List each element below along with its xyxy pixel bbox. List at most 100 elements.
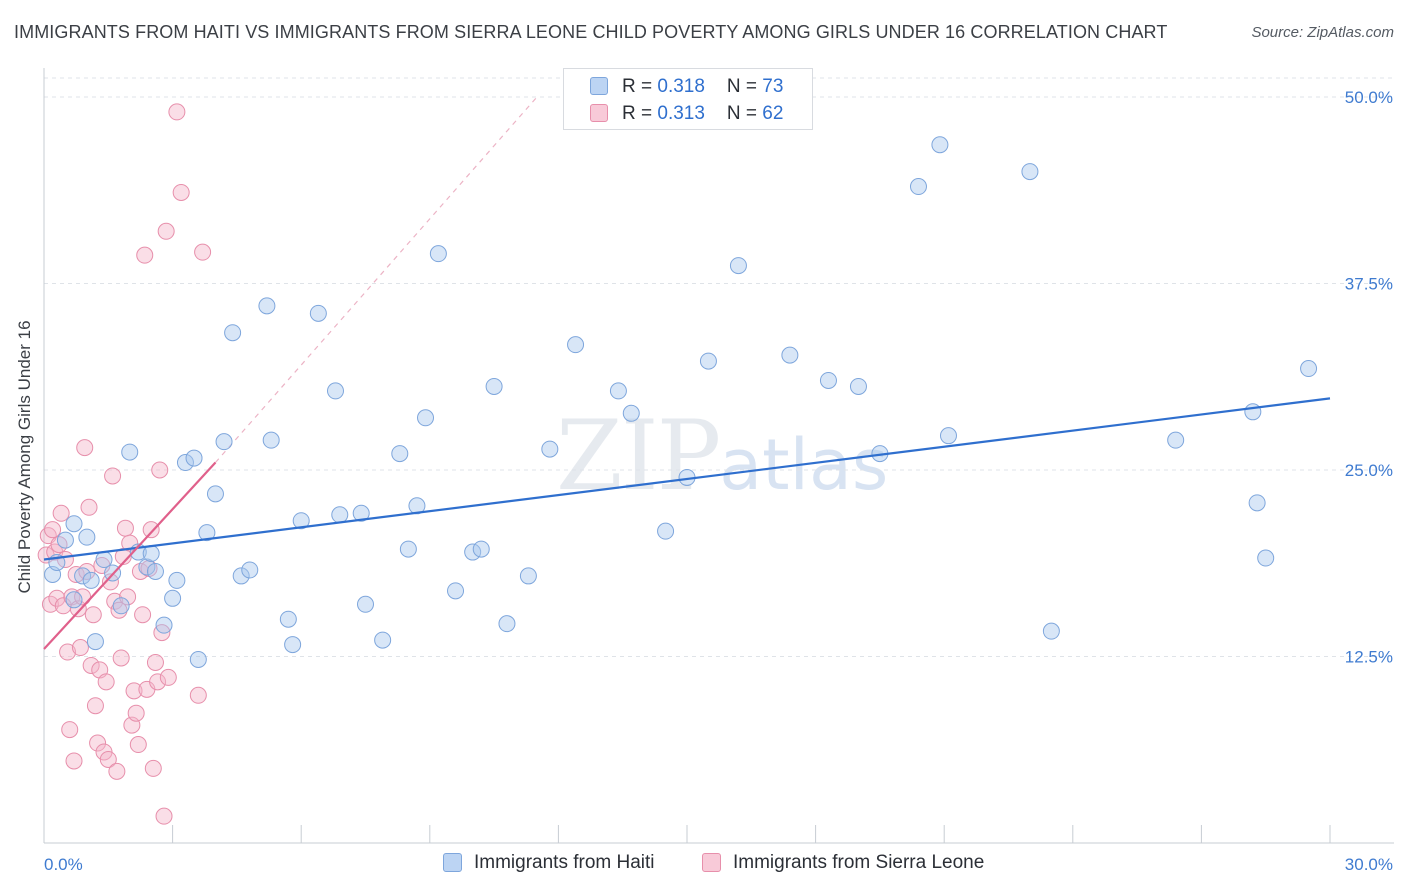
haiti-point: [241, 561, 259, 579]
haiti-point: [189, 650, 207, 668]
haiti-point: [909, 178, 927, 196]
haiti-point: [374, 631, 392, 649]
haiti-point: [472, 540, 490, 558]
sierra-leone-point: [108, 762, 126, 780]
haiti-point: [82, 571, 100, 589]
haiti-point: [142, 545, 160, 563]
haiti-point: [699, 352, 717, 370]
sierra-leone-point: [84, 606, 102, 624]
legend-r-label-haiti: R =: [622, 76, 658, 97]
haiti-point: [657, 522, 675, 540]
sierra-leone-point: [61, 721, 79, 739]
haiti-point: [567, 336, 585, 354]
haiti-point: [258, 297, 276, 315]
legend-n-label-haiti: N =: [726, 76, 763, 97]
sierra-leone-point: [86, 697, 104, 715]
haiti-point: [417, 409, 435, 427]
sierra-leone-point: [129, 736, 147, 754]
legend-r-value-haiti: 0.318: [657, 76, 705, 97]
haiti-point: [1248, 494, 1266, 512]
sierra-leone-point: [119, 588, 137, 606]
sierra-leone-point: [76, 439, 94, 457]
haiti-point: [485, 377, 503, 395]
sierra-leone-point: [121, 534, 139, 552]
haiti-point: [541, 440, 559, 458]
legend-swatch-sierra: [590, 104, 608, 122]
sierra-leone-point: [116, 519, 134, 537]
haiti-point: [155, 616, 173, 634]
haiti-point: [1300, 360, 1318, 378]
sierra-leone-point: [71, 639, 89, 657]
bottom-legend-swatch-sierra: [702, 853, 721, 872]
y-tick-label: 25.0%: [1345, 461, 1393, 480]
sierra-trend-extension: [215, 96, 538, 463]
sierra-leone-point: [110, 601, 128, 619]
haiti-point: [279, 610, 297, 628]
haiti-trend-line: [43, 397, 1331, 561]
sierra-leone-point: [134, 606, 152, 624]
haiti-point: [206, 485, 224, 503]
haiti-point: [56, 531, 74, 549]
sierra-leone-point: [146, 653, 164, 671]
sierra-leone-point: [172, 183, 190, 201]
legend-swatch-haiti: [590, 77, 608, 95]
haiti-point: [65, 591, 83, 609]
haiti-point: [74, 567, 92, 585]
haiti-point: [185, 449, 203, 467]
haiti-point: [729, 257, 747, 275]
haiti-point: [391, 445, 409, 463]
haiti-point: [215, 433, 233, 451]
sierra-leone-point: [104, 467, 122, 485]
haiti-point: [262, 431, 280, 449]
y-tick-label: 37.5%: [1345, 275, 1393, 294]
haiti-point: [498, 615, 516, 633]
haiti-point: [284, 636, 302, 654]
y-tick-label: 12.5%: [1345, 648, 1393, 667]
haiti-point: [232, 567, 250, 585]
haiti-point: [65, 515, 83, 533]
haiti-point: [176, 454, 194, 472]
haiti-point: [1257, 549, 1275, 567]
sierra-leone-point: [52, 504, 70, 522]
haiti-point: [146, 562, 164, 580]
haiti-point: [849, 377, 867, 395]
haiti-point: [622, 404, 640, 422]
sierra-leone-point: [41, 595, 59, 613]
sierra-trend-line: [43, 461, 217, 650]
sierra-leone-point: [127, 704, 145, 722]
sierra-leone-point: [189, 686, 207, 704]
haiti-point: [447, 582, 465, 600]
haiti-point: [326, 382, 344, 400]
haiti-point: [939, 427, 957, 445]
y-axis-label: Child Poverty Among Girls Under 16: [15, 320, 34, 594]
sierra-leone-point: [194, 243, 212, 261]
legend-n-label-sierra: N =: [726, 103, 763, 124]
haiti-point: [121, 443, 139, 461]
sierra-leone-point: [82, 656, 100, 674]
source-label: Source: ZipAtlas.com: [1251, 24, 1394, 41]
legend-n-value-haiti: 73: [762, 76, 784, 97]
sierra-leone-point: [149, 673, 167, 691]
sierra-leone-point: [99, 750, 117, 768]
haiti-point: [224, 324, 242, 342]
sierra-leone-point: [159, 668, 177, 686]
sierra-leone-point: [155, 807, 173, 825]
haiti-point: [1042, 622, 1060, 640]
haiti-point: [86, 633, 104, 651]
sierra-leone-point: [80, 498, 98, 516]
haiti-point: [164, 589, 182, 607]
sierra-leone-point: [144, 759, 162, 777]
haiti-point: [112, 597, 130, 615]
watermark-zip: ZIP: [556, 400, 721, 512]
sierra-leone-point: [142, 521, 160, 539]
haiti-point: [819, 371, 837, 389]
sierra-leone-point: [97, 673, 115, 691]
bottom-legend-label-sierra: Immigrants from Sierra Leone: [733, 852, 985, 873]
sierra-leone-point: [65, 752, 83, 770]
x-tick-label: 0.0%: [44, 855, 83, 874]
sierra-leone-point: [168, 103, 186, 121]
haiti-point: [931, 136, 949, 154]
watermark: ZIPatlas: [556, 400, 888, 512]
chart-title: IMMIGRANTS FROM HAITI VS IMMIGRANTS FROM…: [14, 22, 1168, 42]
